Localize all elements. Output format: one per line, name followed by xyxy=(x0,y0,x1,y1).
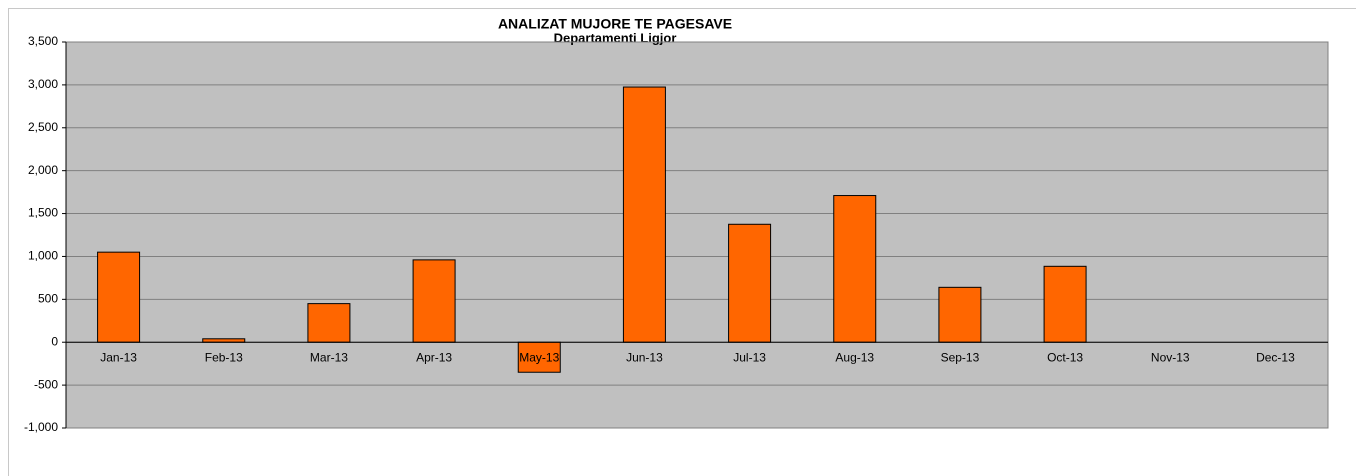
x-tick-label: Jan-13 xyxy=(100,350,137,364)
y-tick-label: 3,500 xyxy=(28,34,58,48)
bar xyxy=(1043,265,1087,343)
bar xyxy=(728,223,772,343)
x-tick-label: Feb-13 xyxy=(205,350,243,364)
x-tick-label: Aug-13 xyxy=(835,350,874,364)
y-tick-label: 3,000 xyxy=(28,77,58,91)
bar xyxy=(412,259,456,343)
bar xyxy=(622,86,666,343)
x-tick-label: Sep-13 xyxy=(941,350,980,364)
y-tick-label: -500 xyxy=(34,377,58,391)
x-tick-label: Nov-13 xyxy=(1151,350,1190,364)
x-tick-label: May-13 xyxy=(519,350,559,364)
x-tick-label: Oct-13 xyxy=(1047,350,1083,364)
bar xyxy=(938,286,982,343)
plot-area xyxy=(65,41,1329,429)
y-tick-label: 500 xyxy=(38,292,58,306)
x-tick-label: Apr-13 xyxy=(416,350,452,364)
y-tick-label: -1,000 xyxy=(24,420,58,434)
y-tick-label: 1,000 xyxy=(28,249,58,263)
bar xyxy=(517,341,561,373)
chart-title: ANALIZAT MUJORE TE PAGESAVE xyxy=(498,16,732,32)
bar xyxy=(202,338,246,343)
bar xyxy=(833,195,877,343)
y-tick-label: 2,500 xyxy=(28,120,58,134)
x-tick-label: Jun-13 xyxy=(626,350,663,364)
x-tick-label: Mar-13 xyxy=(310,350,348,364)
y-tick-label: 0 xyxy=(51,334,58,348)
y-tick-label: 2,000 xyxy=(28,163,58,177)
chart-subtitle: Departamenti Ligjor xyxy=(554,30,677,45)
bar xyxy=(307,303,351,343)
x-tick-label: Jul-13 xyxy=(733,350,766,364)
x-tick-label: Dec-13 xyxy=(1256,350,1295,364)
y-tick-label: 1,500 xyxy=(28,206,58,220)
bar xyxy=(97,251,141,343)
